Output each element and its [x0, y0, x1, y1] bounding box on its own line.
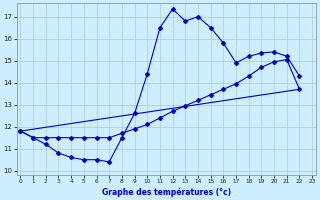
X-axis label: Graphe des températures (°c): Graphe des températures (°c): [102, 187, 231, 197]
